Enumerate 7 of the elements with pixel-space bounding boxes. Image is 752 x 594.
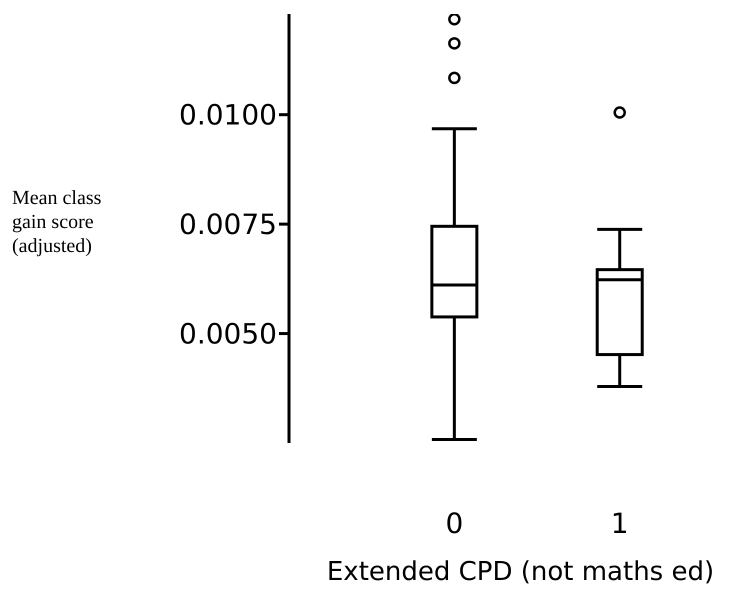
y-tick-label: 0.0100 (179, 98, 277, 132)
x-axis-title: Extended CPD (not maths ed) (326, 557, 714, 587)
x-tick-label: 0 (445, 506, 464, 540)
y-axis-title: Mean class gain score (adjusted) (12, 186, 102, 258)
y-tick-label: 0.0075 (179, 208, 277, 242)
x-tick-label: 1 (610, 506, 629, 540)
y-tick-label: 0.0050 (179, 318, 277, 350)
